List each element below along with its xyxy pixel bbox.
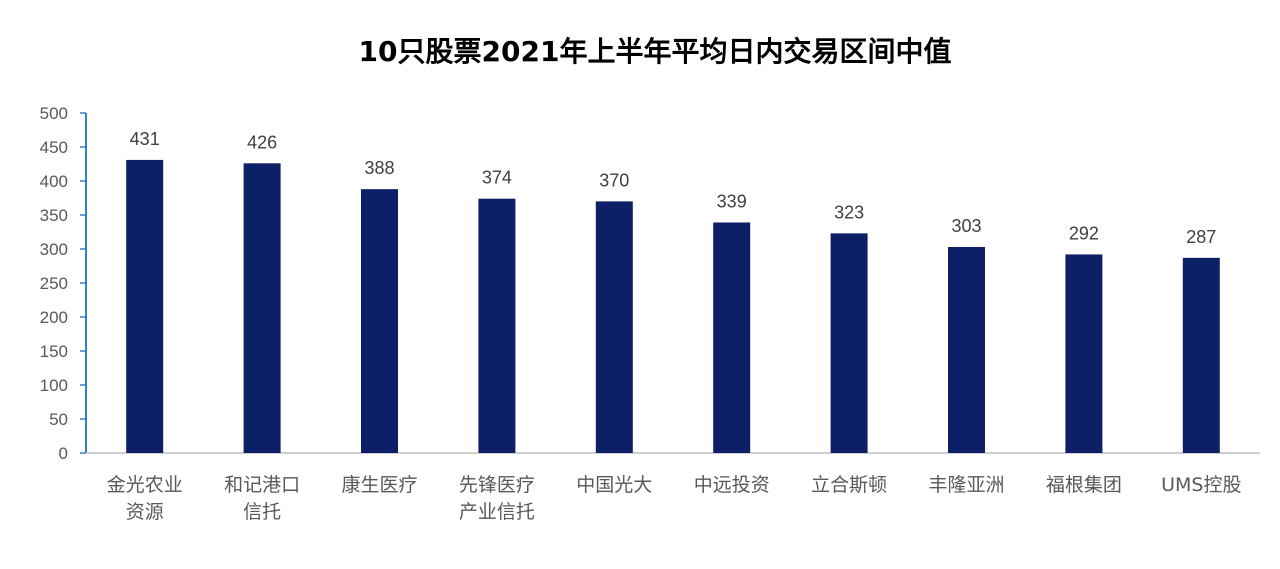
y-tick-label: 500 <box>40 104 68 123</box>
y-tick-label: 400 <box>40 172 68 191</box>
category-label: 信托 <box>243 501 281 523</box>
data-label: 374 <box>482 168 512 188</box>
category-label: 金光农业 <box>107 474 183 496</box>
category-label: 福根集团 <box>1046 474 1122 496</box>
category-label: 康生医疗 <box>341 474 417 496</box>
data-label: 431 <box>130 129 160 149</box>
y-axis: 0 50 100 150 200 250 300 350 400 450 500 <box>40 104 87 463</box>
data-label: 287 <box>1186 227 1216 247</box>
category-label: 资源 <box>126 501 164 523</box>
category-label: UMS控股 <box>1161 474 1241 496</box>
data-label: 303 <box>951 216 981 236</box>
data-label: 323 <box>834 202 864 222</box>
category-label: 立合斯顿 <box>811 474 887 496</box>
bar <box>1065 254 1103 453</box>
category-label: 中国光大 <box>576 474 652 496</box>
data-label: 426 <box>247 132 277 152</box>
y-tick-label: 0 <box>59 444 68 463</box>
data-labels: 431 426 388 374 370 339 323 303 292 287 <box>130 129 1217 247</box>
y-tick-label: 150 <box>40 342 68 361</box>
y-tick-label: 200 <box>40 308 68 327</box>
data-label: 388 <box>364 158 394 178</box>
bar <box>948 246 985 453</box>
bar <box>830 233 868 453</box>
bar <box>595 201 633 453</box>
bar <box>478 198 516 453</box>
category-label: 中远投资 <box>694 474 770 496</box>
category-label: 先锋医疗 <box>459 474 535 496</box>
bar <box>126 159 164 454</box>
data-label: 339 <box>717 191 747 211</box>
category-label: 丰隆亚洲 <box>928 474 1004 496</box>
bar <box>361 189 398 453</box>
bar <box>243 163 281 453</box>
bar <box>1182 257 1220 453</box>
category-label: 产业信托 <box>459 501 535 523</box>
bars <box>126 159 1220 454</box>
y-tick-label: 300 <box>40 240 68 259</box>
y-tick-label: 350 <box>40 206 68 225</box>
y-tick-label: 100 <box>40 376 68 395</box>
chart-title: 10只股票2021年上半年平均日内交易区间中值 <box>358 35 952 68</box>
bar <box>713 222 751 453</box>
data-label: 370 <box>599 170 629 190</box>
data-label: 292 <box>1069 223 1099 243</box>
y-tick-label: 250 <box>40 274 68 293</box>
y-tick-label: 450 <box>40 138 68 157</box>
category-label: 和记港口 <box>224 474 300 496</box>
y-tick-label: 50 <box>49 410 68 429</box>
